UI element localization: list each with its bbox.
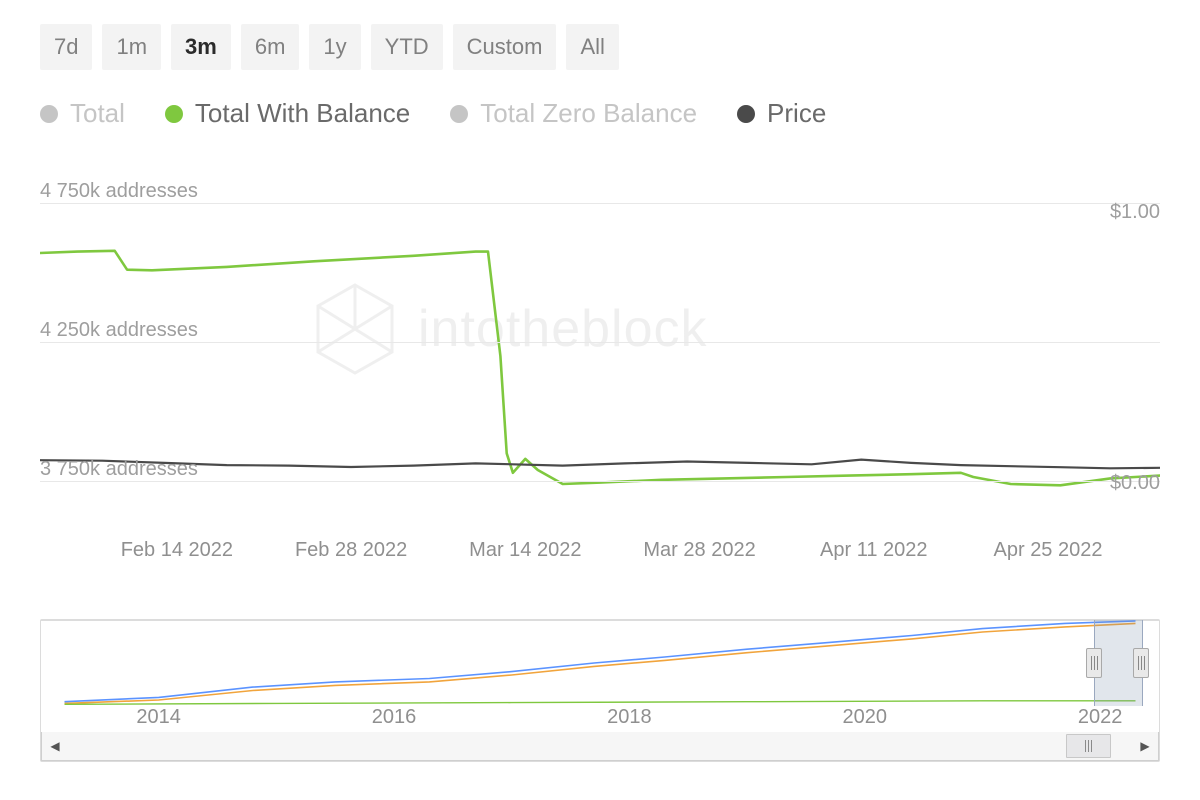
range-all[interactable]: All bbox=[566, 24, 618, 70]
legend-label: Total bbox=[70, 98, 125, 129]
legend-label: Total Zero Balance bbox=[480, 98, 697, 129]
navigator-frame: 2014 2016 2018 2020 2022 ◀ ▶ bbox=[40, 619, 1160, 762]
nav-x-tick: 2022 bbox=[1078, 706, 1123, 729]
nav-x-tick: 2016 bbox=[372, 706, 417, 729]
scrollbar-thumb[interactable] bbox=[1066, 734, 1111, 758]
legend-dot-icon bbox=[40, 105, 58, 123]
range-6m[interactable]: 6m bbox=[241, 24, 300, 70]
y-right-tick: $0.00 bbox=[1110, 472, 1160, 495]
scroll-right-button[interactable]: ▶ bbox=[1132, 732, 1158, 760]
legend-item-total-zero-balance[interactable]: Total Zero Balance bbox=[450, 98, 697, 129]
nav-x-tick: 2018 bbox=[607, 706, 652, 729]
legend-item-price[interactable]: Price bbox=[737, 98, 826, 129]
nav-series-nav-orange bbox=[65, 623, 1136, 703]
range-selector: 7d1m3m6m1yYTDCustomAll bbox=[40, 24, 1160, 70]
address-price-chart: intotheblock 4 750k addresses4 250k addr… bbox=[40, 189, 1160, 509]
range-custom[interactable]: Custom bbox=[453, 24, 557, 70]
scrollbar-track[interactable] bbox=[68, 732, 1132, 760]
y-left-tick: 4 250k addresses bbox=[40, 319, 198, 342]
nav-x-tick: 2014 bbox=[136, 706, 181, 729]
legend-dot-icon bbox=[165, 105, 183, 123]
y-left-tick: 3 750k addresses bbox=[40, 458, 198, 481]
legend: Total Total With Balance Total Zero Balanc… bbox=[40, 98, 1160, 129]
range-ytd[interactable]: YTD bbox=[371, 24, 443, 70]
series-price bbox=[40, 460, 1160, 469]
series-total-with-balance bbox=[40, 251, 1160, 485]
nav-series-nav-green bbox=[65, 701, 1136, 705]
range-1y[interactable]: 1y bbox=[309, 24, 360, 70]
range-1m[interactable]: 1m bbox=[102, 24, 161, 70]
navigator-x-axis: 2014 2016 2018 2020 2022 bbox=[41, 706, 1159, 732]
navigator-svg bbox=[41, 620, 1159, 706]
range-3m[interactable]: 3m bbox=[171, 24, 231, 70]
chart-svg bbox=[40, 189, 1160, 509]
y-left-tick: 4 750k addresses bbox=[40, 180, 198, 203]
navigator-handle-right[interactable] bbox=[1133, 648, 1149, 678]
range-7d[interactable]: 7d bbox=[40, 24, 92, 70]
x-tick: Apr 11 2022 bbox=[820, 539, 928, 562]
x-tick: Feb 14 2022 bbox=[121, 539, 233, 562]
horizontal-scrollbar[interactable]: ◀ ▶ bbox=[41, 732, 1159, 761]
x-tick: Feb 28 2022 bbox=[295, 539, 407, 562]
legend-item-total-with-balance[interactable]: Total With Balance bbox=[165, 98, 410, 129]
legend-label: Price bbox=[767, 98, 826, 129]
x-tick: Mar 28 2022 bbox=[643, 539, 755, 562]
legend-item-total[interactable]: Total bbox=[40, 98, 125, 129]
legend-label: Total With Balance bbox=[195, 98, 410, 129]
navigator[interactable] bbox=[41, 620, 1159, 706]
navigator-handle-left[interactable] bbox=[1086, 648, 1102, 678]
nav-x-tick: 2020 bbox=[843, 706, 888, 729]
scroll-left-button[interactable]: ◀ bbox=[42, 732, 68, 760]
x-tick: Mar 14 2022 bbox=[469, 539, 581, 562]
legend-dot-icon bbox=[450, 105, 468, 123]
y-right-tick: $1.00 bbox=[1110, 201, 1160, 224]
chart-x-axis: Feb 14 2022 Feb 28 2022 Mar 14 2022 Mar 28 … bbox=[40, 539, 1160, 569]
legend-dot-icon bbox=[737, 105, 755, 123]
x-tick: Apr 25 2022 bbox=[994, 539, 1103, 562]
